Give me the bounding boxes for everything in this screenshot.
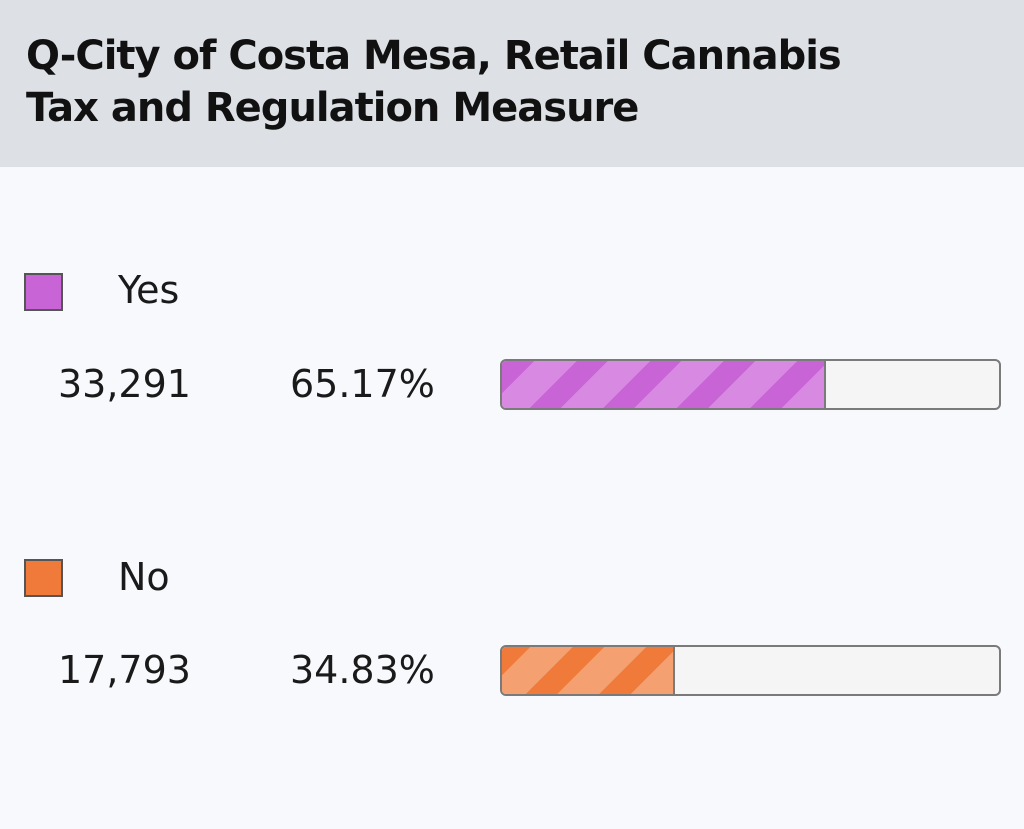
no-bar-fill — [502, 647, 676, 694]
measure-header: Q-City of Costa Mesa, Retail Cannabis Ta… — [0, 0, 1024, 167]
no-label: No — [118, 555, 170, 599]
yes-bar-track — [500, 359, 1001, 410]
yes-legend-swatch — [24, 273, 63, 311]
no-percent: 34.83% — [290, 648, 435, 692]
yes-vote-count: 33,291 — [58, 362, 191, 406]
yes-bar-fill — [502, 361, 826, 408]
measure-title-line-1: Q-City of Costa Mesa, Retail Cannabis — [26, 33, 842, 79]
yes-percent: 65.17% — [290, 362, 435, 406]
no-vote-count: 17,793 — [58, 648, 191, 692]
measure-title-line-2: Tax and Regulation Measure — [26, 85, 639, 131]
yes-label: Yes — [118, 268, 180, 312]
no-bar-track — [500, 645, 1001, 696]
measure-title: Q-City of Costa Mesa, Retail Cannabis Ta… — [26, 30, 1000, 134]
no-legend-swatch — [24, 559, 63, 597]
